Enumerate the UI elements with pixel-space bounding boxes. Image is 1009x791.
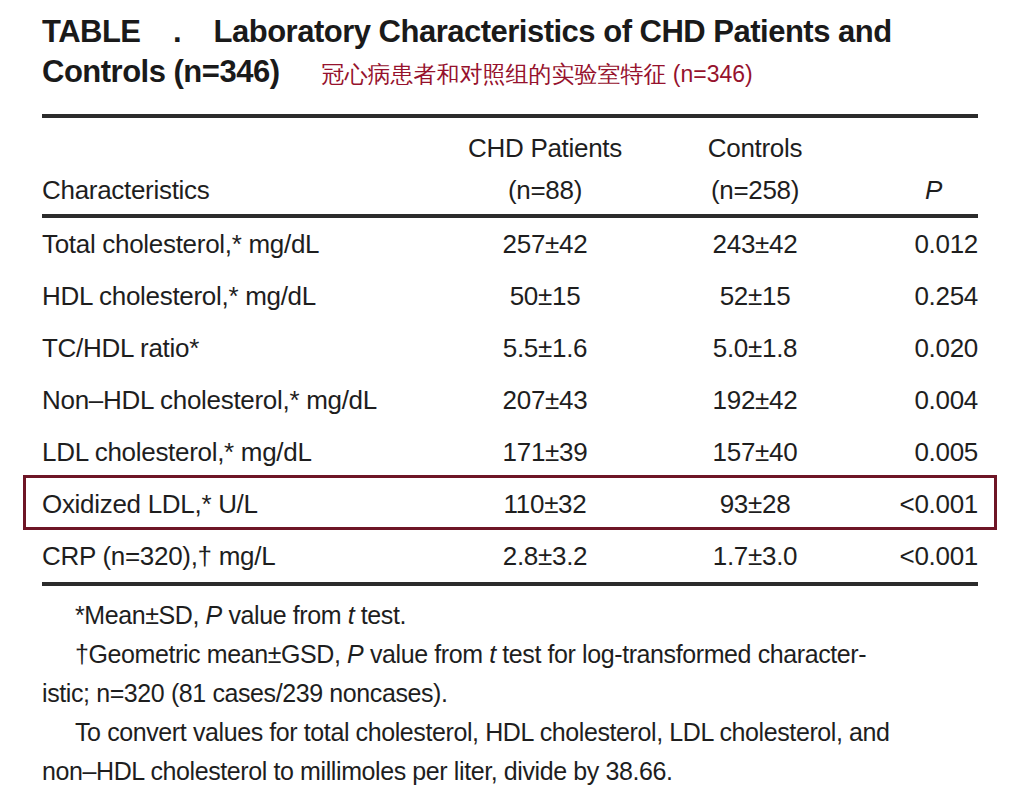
footnote-mean-sd: *Mean±SD, P value from t test. — [42, 596, 978, 635]
table-row-non-hdl-cholesterol: Non–HDL cholesterol,* mg/dL 207±43 192±4… — [42, 374, 978, 426]
table-header-row: CHD Patients Controls Characteristics (n… — [42, 118, 978, 214]
table-row-crp: CRP (n=320),† mg/L 2.8±3.2 1.7±3.0 <0.00… — [42, 530, 978, 582]
p-value: 0.012 — [862, 229, 978, 260]
footnote-text: †Geometric mean±GSD, — [75, 640, 347, 668]
controls-value: 157±40 — [648, 437, 862, 468]
table-title: TABLE . Laboratory Characteristics of CH… — [42, 0, 978, 94]
footnote-text: test for log-transformed character- — [496, 640, 866, 668]
p-value: <0.001 — [862, 541, 978, 572]
table-bottom-rule — [42, 582, 978, 586]
row-label: Oxidized LDL,* U/L — [42, 489, 442, 520]
table-row-oxidized-ldl: Oxidized LDL,* U/L 110±32 93±28 <0.001 — [42, 478, 978, 530]
chd-value: 257±42 — [442, 229, 648, 260]
chd-value: 5.5±1.6 — [442, 333, 648, 364]
footnote-text: value from — [363, 640, 489, 668]
paper-table-page: TABLE . Laboratory Characteristics of CH… — [0, 0, 1009, 791]
column-header-controls: Controls — [648, 133, 862, 164]
controls-value: 5.0±1.8 — [648, 333, 862, 364]
controls-value: 243±42 — [648, 229, 862, 260]
p-value: 0.005 — [862, 437, 978, 468]
column-header-chd-patients: CHD Patients — [442, 133, 648, 164]
footnote-text: To convert values for total cholesterol,… — [75, 718, 890, 746]
p-value: 0.020 — [862, 333, 978, 364]
table-row-ldl-cholesterol: LDL cholesterol,* mg/dL 171±39 157±40 0.… — [42, 426, 978, 478]
column-header-chd-n: (n=88) — [442, 175, 648, 206]
chd-value: 171±39 — [442, 437, 648, 468]
column-header-p-value: P — [862, 175, 978, 206]
p-value: 0.004 — [862, 385, 978, 416]
footnote-text: *Mean±SD, — [75, 601, 206, 629]
footnote-text: non–HDL cholesterol to millimoles per li… — [42, 757, 673, 785]
table-title-line2-text: Controls (n=346) — [42, 54, 279, 89]
chinese-annotation: 冠心病患者和对照组的实验室特征 (n=346) — [321, 61, 752, 87]
footnote-text: value from — [222, 601, 348, 629]
italic-p: P — [347, 640, 363, 668]
footnote-text: test. — [354, 601, 406, 629]
controls-value: 52±15 — [648, 281, 862, 312]
chd-value: 2.8±3.2 — [442, 541, 648, 572]
table-row-tc-hdl-ratio: TC/HDL ratio* 5.5±1.6 5.0±1.8 0.020 — [42, 322, 978, 374]
row-label: HDL cholesterol,* mg/dL — [42, 281, 442, 312]
row-label: Total cholesterol,* mg/dL — [42, 229, 442, 260]
row-label: CRP (n=320),† mg/L — [42, 541, 442, 572]
chd-value: 110±32 — [442, 489, 648, 520]
footnote-conversion: To convert values for total cholesterol,… — [42, 713, 978, 791]
chd-value: 207±43 — [442, 385, 648, 416]
p-value: <0.001 — [862, 489, 978, 520]
chd-value: 50±15 — [442, 281, 648, 312]
controls-value: 1.7±3.0 — [648, 541, 862, 572]
table-row-hdl-cholesterol: HDL cholesterol,* mg/dL 50±15 52±15 0.25… — [42, 270, 978, 322]
column-header-controls-n: (n=258) — [648, 175, 862, 206]
table-footnotes: *Mean±SD, P value from t test. †Geometri… — [42, 596, 978, 791]
table-row-total-cholesterol: Total cholesterol,* mg/dL 257±42 243±42 … — [42, 218, 978, 270]
footnote-geometric-mean: †Geometric mean±GSD, P value from t test… — [42, 635, 978, 713]
controls-value: 93±28 — [648, 489, 862, 520]
table-title-line1: TABLE . Laboratory Characteristics of CH… — [42, 12, 978, 52]
column-header-characteristics: Characteristics — [42, 175, 442, 206]
table-title-line2: Controls (n=346) 冠心病患者和对照组的实验室特征 (n=346) — [42, 52, 978, 94]
row-label: LDL cholesterol,* mg/dL — [42, 437, 442, 468]
row-label: TC/HDL ratio* — [42, 333, 442, 364]
p-value: 0.254 — [862, 281, 978, 312]
italic-p: P — [206, 601, 222, 629]
row-label: Non–HDL cholesterol,* mg/dL — [42, 385, 442, 416]
table-body: Total cholesterol,* mg/dL 257±42 243±42 … — [42, 218, 978, 582]
footnote-text: istic; n=320 (81 cases/239 noncases). — [42, 679, 448, 707]
controls-value: 192±42 — [648, 385, 862, 416]
